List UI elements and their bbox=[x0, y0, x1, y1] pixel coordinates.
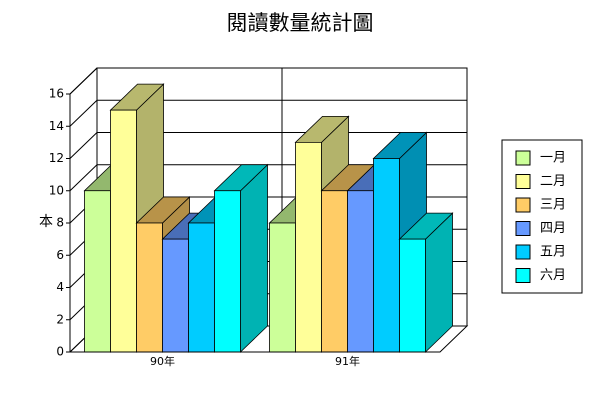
legend-swatch bbox=[515, 221, 531, 236]
grid-line bbox=[69, 164, 98, 192]
y-tick-label: 16 bbox=[49, 87, 64, 101]
bar-front bbox=[110, 109, 137, 353]
y-tick-label: 6 bbox=[56, 248, 64, 262]
legend-label: 二月 bbox=[540, 174, 566, 189]
y-axis-label: 本 bbox=[39, 214, 53, 230]
bar-front bbox=[214, 190, 241, 353]
legend-swatch bbox=[515, 174, 531, 189]
legend-label: 三月 bbox=[540, 198, 566, 213]
bar-front bbox=[84, 190, 111, 353]
bar-front bbox=[373, 158, 400, 353]
bar bbox=[213, 163, 269, 353]
y-tick-label: 8 bbox=[56, 216, 64, 230]
legend-box bbox=[501, 139, 583, 294]
bar-front bbox=[269, 222, 296, 353]
bar-front bbox=[136, 222, 163, 353]
y-tick-label: 2 bbox=[56, 312, 64, 326]
bar bbox=[398, 212, 454, 353]
bar-front bbox=[188, 222, 215, 353]
y-tick-label: 14 bbox=[49, 119, 64, 133]
legend-swatch bbox=[515, 197, 531, 213]
grid-line bbox=[69, 99, 98, 127]
chart-title: 閱讀數量統計圖 bbox=[227, 11, 374, 35]
legend-label: 六月 bbox=[540, 268, 566, 283]
y-tick-label: 10 bbox=[49, 183, 64, 197]
bar-front bbox=[399, 238, 426, 353]
y-tick-label: 12 bbox=[49, 151, 64, 165]
bar-front bbox=[162, 238, 189, 353]
grid-line bbox=[69, 67, 98, 95]
legend-label: 五月 bbox=[540, 245, 566, 260]
bar-front bbox=[295, 141, 322, 353]
grid-line bbox=[69, 132, 98, 159]
legend-swatch bbox=[515, 244, 531, 260]
legend-label: 一月 bbox=[540, 151, 566, 166]
bar-side bbox=[240, 163, 268, 353]
y-tick-label: 0 bbox=[56, 345, 64, 359]
x-tick-label: 90年 bbox=[150, 354, 175, 368]
y-tick-label: 4 bbox=[56, 280, 64, 294]
legend-swatch bbox=[515, 150, 531, 166]
legend-swatch bbox=[515, 268, 531, 283]
legend-label: 四月 bbox=[540, 221, 566, 236]
bar-front bbox=[347, 190, 374, 353]
x-tick-label: 91年 bbox=[335, 354, 360, 368]
bar-front bbox=[321, 190, 348, 353]
